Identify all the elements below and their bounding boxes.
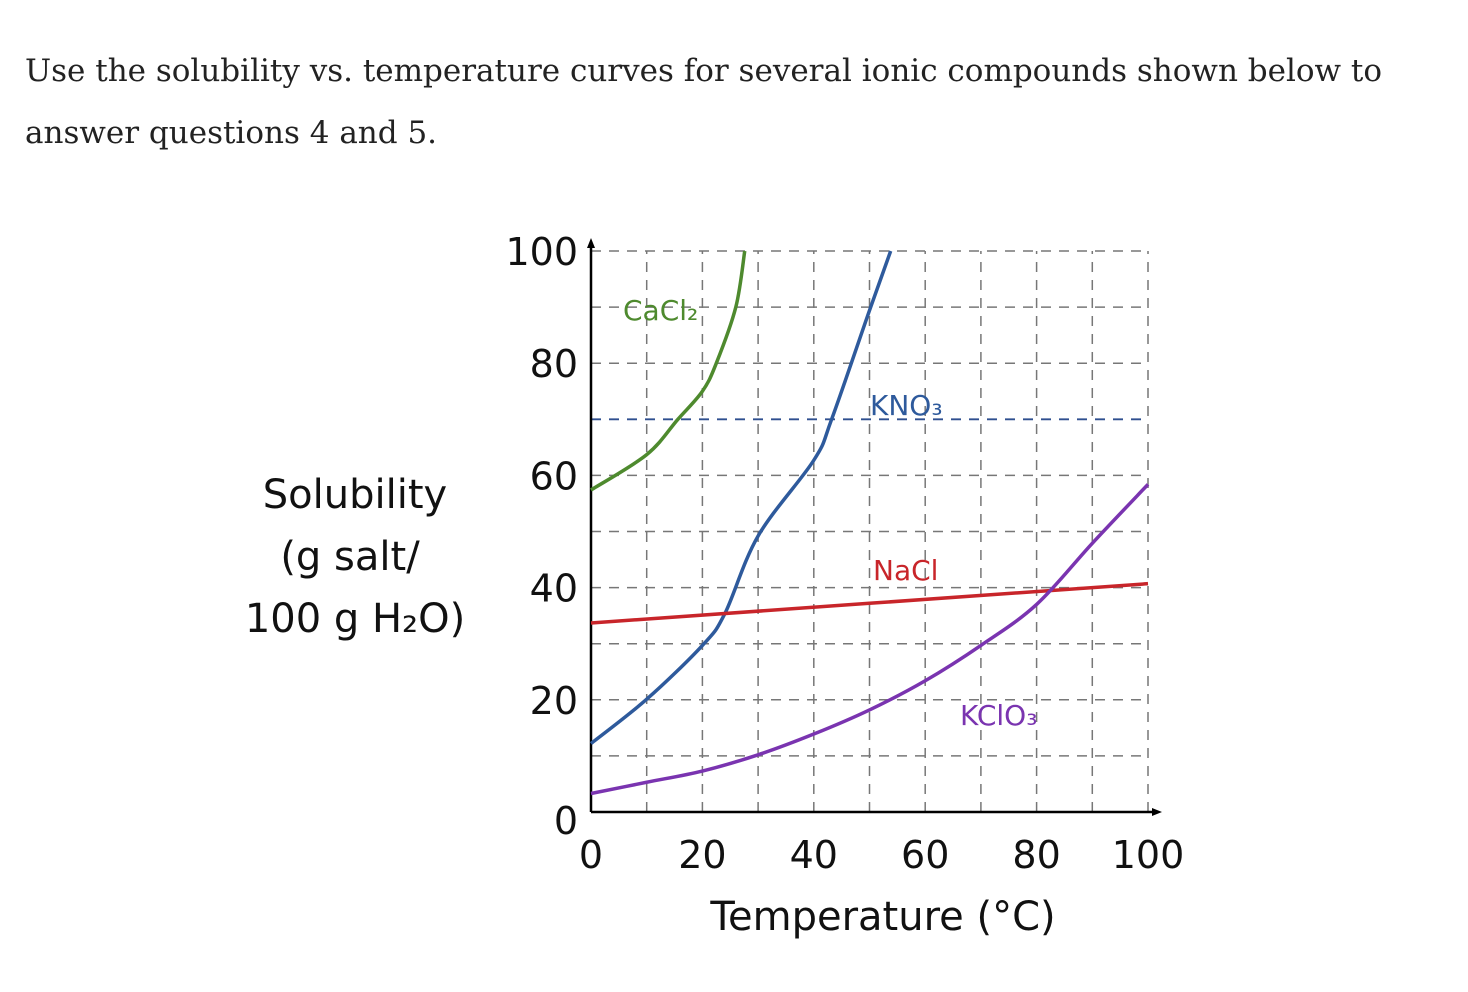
series-label-kno3: KNO₃ bbox=[870, 389, 943, 422]
series-line-1 bbox=[589, 250, 893, 745]
series-line-3 bbox=[590, 483, 1150, 796]
series-line-2 bbox=[590, 581, 1149, 625]
y-tick-label: 100 bbox=[505, 230, 578, 274]
series-line-0 bbox=[590, 250, 747, 492]
x-tick-label: 40 bbox=[790, 833, 838, 877]
intro-text: Use the solubility vs. temperature curve… bbox=[25, 53, 1383, 151]
axes bbox=[587, 238, 1162, 816]
series-label-nacl: NaCl bbox=[873, 554, 938, 587]
x-tick-label: 20 bbox=[678, 833, 726, 877]
x-tick-label: 0 bbox=[579, 833, 603, 877]
y-tick-label: 60 bbox=[530, 454, 578, 498]
x-axis-arrow bbox=[1152, 808, 1162, 816]
y-axis-title-line-2: (g salt/ bbox=[280, 534, 420, 580]
y-tick-label: 0 bbox=[554, 799, 578, 843]
y-axis-title-line-3: 100 g H₂O) bbox=[245, 596, 465, 642]
y-axis-title-line-1: Solubility bbox=[263, 472, 447, 518]
series-label-kclo3: KClO₃ bbox=[960, 699, 1037, 732]
series-lines bbox=[589, 250, 1150, 796]
y-tick-label: 40 bbox=[530, 567, 578, 611]
y-axis-arrow bbox=[587, 238, 595, 248]
x-tick-label: 100 bbox=[1112, 833, 1185, 877]
series-label-cacl2: CaCl₂ bbox=[623, 294, 698, 327]
grid bbox=[591, 250, 1149, 812]
x-axis-title: Temperature (°C) bbox=[709, 894, 1055, 940]
x-tick-labels: 0 20 40 60 80 100 bbox=[579, 833, 1184, 877]
y-tick-label: 20 bbox=[530, 679, 578, 723]
y-tick-label: 80 bbox=[530, 342, 578, 386]
x-tick-label: 60 bbox=[901, 833, 949, 877]
y-tick-labels: 0 20 40 60 80 100 bbox=[505, 230, 578, 843]
x-tick-label: 80 bbox=[1012, 833, 1060, 877]
